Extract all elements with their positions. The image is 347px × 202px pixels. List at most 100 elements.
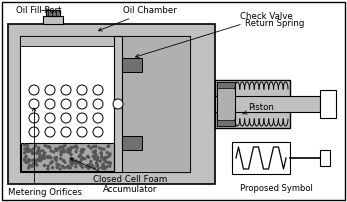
Circle shape [27,148,29,150]
Text: Oil Fill Port: Oil Fill Port [16,6,62,15]
Circle shape [54,158,57,160]
Circle shape [80,150,82,152]
Circle shape [101,155,103,157]
Circle shape [40,157,42,159]
Bar [122,136,142,150]
Circle shape [93,156,95,158]
Circle shape [60,154,62,156]
Circle shape [95,154,97,156]
Circle shape [59,146,61,148]
Circle shape [53,151,55,153]
Circle shape [90,160,92,162]
Circle shape [93,99,103,109]
Circle shape [104,159,106,161]
Circle shape [106,156,108,158]
Circle shape [108,145,110,147]
Circle shape [100,152,102,154]
Circle shape [26,161,28,163]
Circle shape [95,145,97,147]
Circle shape [34,162,36,164]
Circle shape [61,151,63,153]
Circle shape [102,164,104,166]
Circle shape [87,164,89,166]
Circle shape [42,154,44,156]
Circle shape [78,162,80,164]
Circle shape [24,148,26,150]
Bar [43,16,63,24]
Circle shape [70,162,72,164]
Circle shape [49,156,51,158]
Circle shape [82,149,84,151]
Circle shape [37,149,39,151]
Circle shape [104,157,107,159]
Circle shape [89,163,91,165]
Text: Oil Chamber: Oil Chamber [99,6,177,31]
Circle shape [47,168,49,170]
Circle shape [39,156,41,158]
Circle shape [35,145,37,147]
Circle shape [64,161,66,163]
Bar [21,143,114,171]
Text: Piston: Piston [243,102,274,114]
Circle shape [70,161,73,163]
Circle shape [102,167,104,169]
Bar [20,36,190,46]
Circle shape [71,164,73,166]
Circle shape [38,149,40,151]
Bar [215,80,290,128]
Circle shape [109,165,111,167]
Circle shape [75,150,77,153]
Circle shape [28,161,29,163]
Circle shape [56,163,58,165]
Text: Closed Cell Foam
Accumulator: Closed Cell Foam Accumulator [70,158,167,194]
Circle shape [101,167,103,169]
Circle shape [45,113,55,123]
Circle shape [78,156,80,157]
Circle shape [72,146,74,148]
Circle shape [29,149,32,151]
Circle shape [75,160,77,162]
Circle shape [32,153,34,155]
Circle shape [56,149,58,151]
Circle shape [43,157,45,159]
Circle shape [77,99,87,109]
Circle shape [97,158,99,160]
Circle shape [87,165,89,167]
Circle shape [70,147,72,149]
Circle shape [69,151,71,153]
Text: Proposed Symbol: Proposed Symbol [239,184,312,193]
Circle shape [75,166,77,168]
Circle shape [105,166,108,168]
Circle shape [95,162,98,164]
Circle shape [74,145,76,147]
Circle shape [75,162,77,164]
Circle shape [73,161,75,163]
Circle shape [62,160,65,162]
Circle shape [76,161,77,163]
Circle shape [29,113,39,123]
Circle shape [96,159,98,161]
Circle shape [85,166,87,168]
Circle shape [31,165,33,167]
Circle shape [25,155,27,157]
Circle shape [107,145,109,147]
Circle shape [94,150,96,152]
Circle shape [46,156,48,158]
Circle shape [45,127,55,137]
Circle shape [77,127,87,137]
Circle shape [61,151,64,153]
Circle shape [76,147,78,149]
Circle shape [69,167,71,169]
Bar [46,10,60,16]
Circle shape [39,150,41,152]
Circle shape [77,85,87,95]
Circle shape [63,151,65,153]
Circle shape [41,156,43,158]
Circle shape [109,153,111,155]
Circle shape [39,153,41,155]
Bar [217,120,235,126]
Circle shape [102,165,104,167]
Circle shape [77,113,87,123]
Circle shape [24,144,25,146]
Circle shape [37,150,39,152]
